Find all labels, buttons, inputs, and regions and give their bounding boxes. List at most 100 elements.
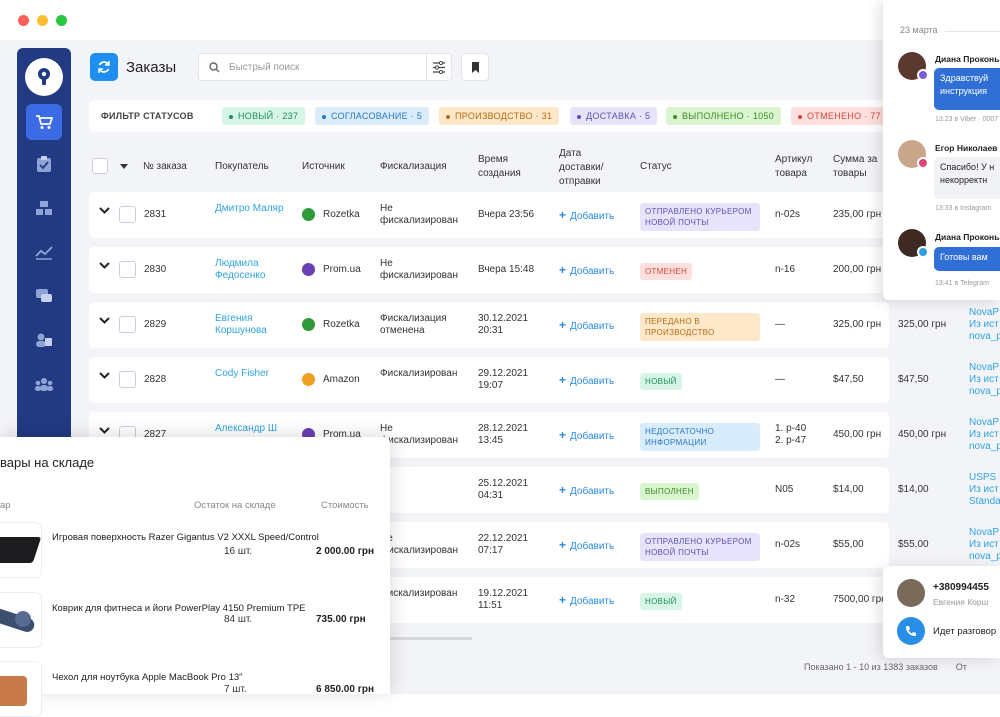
buyer-link[interactable]: Людмила Федосенко	[215, 258, 266, 281]
orders-refresh-icon[interactable]	[90, 53, 118, 81]
product-price: 6 850.00 грн	[316, 684, 375, 695]
column-header[interactable]: № заказа	[143, 161, 187, 172]
search-placeholder: Быстрый поиск	[229, 62, 300, 73]
add-delivery-date-button[interactable]: + Добавить	[559, 208, 615, 222]
order-source: Rozetka	[323, 209, 360, 220]
close-window-button[interactable]	[18, 15, 29, 26]
product-price: 2 000.00 грн	[316, 546, 375, 557]
delivery-info[interactable]: NovaP Из ист nova_p	[969, 527, 1000, 562]
fiscal-status: Не фискализирован	[380, 423, 458, 446]
buyer-link[interactable]: Александр Ш	[215, 423, 277, 434]
column-header[interactable]: Артикул товара	[775, 154, 813, 179]
status-chip[interactable]: ДОСТАВКА · 5	[570, 107, 658, 125]
created-time: 22.12.2021 07:17	[478, 533, 529, 556]
status-chip[interactable]: СОГЛАСОВАНИЕ · 5	[315, 107, 430, 125]
chevron-down-icon[interactable]	[120, 164, 128, 169]
sidebar-item-analytics[interactable]	[26, 234, 62, 270]
column-header[interactable]: Покупатель	[215, 161, 269, 172]
status-chip[interactable]: НОВЫЙ · 237	[222, 107, 306, 125]
status-badge[interactable]: ОТПРАВЛЕНО КУРЬЕРОМ НОВОЙ ПОЧТЫ	[640, 533, 760, 561]
status-filter-label[interactable]: ФИЛЬТР СТАТУСОВ	[101, 111, 194, 121]
expand-row-chevron-icon[interactable]	[99, 262, 110, 269]
delivery-info[interactable]: USPS Из ист Standa	[969, 472, 1000, 507]
buyer-link[interactable]: Дмитро Маляр	[215, 203, 284, 214]
status-badge[interactable]: ОТПРАВЛЕНО КУРЬЕРОМ НОВОЙ ПОЧТЫ	[640, 203, 760, 231]
row-checkbox[interactable]	[119, 206, 136, 223]
add-delivery-date-button[interactable]: + Добавить	[559, 483, 615, 497]
row-checkbox[interactable]	[119, 261, 136, 278]
row-checkbox[interactable]	[119, 316, 136, 333]
column-header[interactable]: Сумма за товары	[833, 154, 878, 179]
add-delivery-date-button[interactable]: + Добавить	[559, 538, 615, 552]
buyer-link[interactable]: Евгения Коршунова	[215, 313, 267, 336]
product-name[interactable]: Игровая поверхность Razer Gigantus V2 XX…	[52, 532, 319, 543]
order-sum: 325,00 грн	[833, 319, 882, 330]
cart-icon	[36, 115, 53, 129]
status-chip[interactable]: ПРОИЗВОДСТВО · 31	[439, 107, 560, 125]
sidebar-item-chats[interactable]	[26, 278, 62, 314]
status-badge[interactable]: ВЫПОЛНЕН	[640, 483, 699, 500]
order-id[interactable]: 2827	[144, 429, 167, 440]
status-badge[interactable]: НОВЫЙ	[640, 373, 682, 390]
column-header[interactable]: Фискализация	[380, 161, 447, 172]
sidebar-item-contacts[interactable]	[26, 322, 62, 358]
maximize-window-button[interactable]	[56, 15, 67, 26]
search-icon	[209, 62, 220, 73]
add-delivery-date-button[interactable]: + Добавить	[559, 263, 615, 277]
product-image	[0, 522, 42, 578]
order-id[interactable]: 2828	[144, 374, 167, 385]
order-id[interactable]: 2831	[144, 209, 167, 220]
order-sum: $47,50	[833, 374, 864, 385]
created-time: 25.12.2021 04:31	[478, 478, 529, 501]
sidebar-item-warehouse[interactable]	[26, 190, 62, 226]
add-delivery-date-button[interactable]: + Добавить	[559, 593, 615, 607]
stock-panel: вары на складе ар Остаток на складе Стои…	[0, 437, 390, 717]
sidebar-item-team[interactable]	[26, 366, 62, 402]
app-logo[interactable]	[25, 58, 63, 96]
order-id[interactable]: 2830	[144, 264, 167, 275]
table-row[interactable]: 2830 Людмила Федосенко Prom.ua Не фискализи…	[89, 247, 889, 293]
table-row[interactable]: 2829 Евгения Коршунова Rozetka Фискализация…	[89, 302, 1000, 348]
expand-row-chevron-icon[interactable]	[99, 207, 110, 214]
status-badge[interactable]: ПЕРЕДАНО В ПРОИЗВОДСТВО	[640, 313, 760, 341]
status-badge[interactable]: НОВЫЙ	[640, 593, 682, 610]
order-id[interactable]: 2829	[144, 319, 167, 330]
table-row[interactable]: 2831 Дмитро Маляр Rozetka Не фискализирован…	[89, 192, 889, 238]
delivery-info[interactable]: NovaP Из ист nova_p	[969, 417, 1000, 452]
expand-row-chevron-icon[interactable]	[99, 372, 110, 379]
order-total: $14,00	[898, 484, 929, 495]
delivery-info[interactable]: NovaP Из ист nova_p	[969, 307, 1000, 342]
column-header[interactable]: Дата доставки/ отправки	[559, 148, 604, 187]
sidebar-item-orders[interactable]	[26, 104, 62, 140]
product-name[interactable]: Чехол для ноутбука Apple MacBook Pro 13"	[52, 672, 243, 683]
order-total: 325,00 грн	[898, 319, 947, 330]
delivery-info[interactable]: NovaP Из ист nova_p	[969, 362, 1000, 397]
column-header[interactable]: Время создания	[478, 154, 521, 179]
status-chip[interactable]: ОТМЕНЕНО · 77	[791, 107, 888, 125]
column-header[interactable]: Источник	[302, 161, 345, 172]
sidebar-item-tasks[interactable]	[26, 146, 62, 182]
expand-row-chevron-icon[interactable]	[99, 427, 110, 434]
horizontal-scrollbar[interactable]	[390, 637, 472, 640]
add-delivery-date-button[interactable]: + Добавить	[559, 373, 615, 387]
search-input[interactable]: Быстрый поиск	[198, 53, 452, 81]
bookmark-button[interactable]	[461, 53, 489, 81]
expand-row-chevron-icon[interactable]	[99, 317, 110, 324]
table-row[interactable]: 2828 Cody Fisher Amazon Фискализирован 29.12…	[89, 357, 1000, 403]
minimize-window-button[interactable]	[37, 15, 48, 26]
buyer-link[interactable]: Cody Fisher	[215, 368, 269, 379]
row-checkbox[interactable]	[119, 371, 136, 388]
status-chip[interactable]: ВЫПОЛНЕНО · 1050	[666, 107, 782, 125]
product-sku: n-02s	[775, 209, 801, 220]
select-all-checkbox[interactable]	[92, 158, 108, 174]
call-button[interactable]	[897, 617, 925, 645]
add-delivery-date-button[interactable]: + Добавить	[559, 428, 615, 442]
add-delivery-date-button[interactable]: + Добавить	[559, 318, 615, 332]
settings-sliders-icon[interactable]	[432, 61, 446, 74]
status-badge[interactable]: ОТМЕНЕН	[640, 263, 693, 280]
status-badge[interactable]: НЕДОСТАТОЧНО ИНФОРМАЦИИ	[640, 423, 760, 451]
product-name[interactable]: Коврик для фитнеса и йоги PowerPlay 4150…	[52, 603, 306, 614]
order-sum: 235,00 грн	[833, 209, 882, 220]
page-title: Заказы	[126, 59, 177, 76]
column-header[interactable]: Статус	[640, 161, 672, 172]
